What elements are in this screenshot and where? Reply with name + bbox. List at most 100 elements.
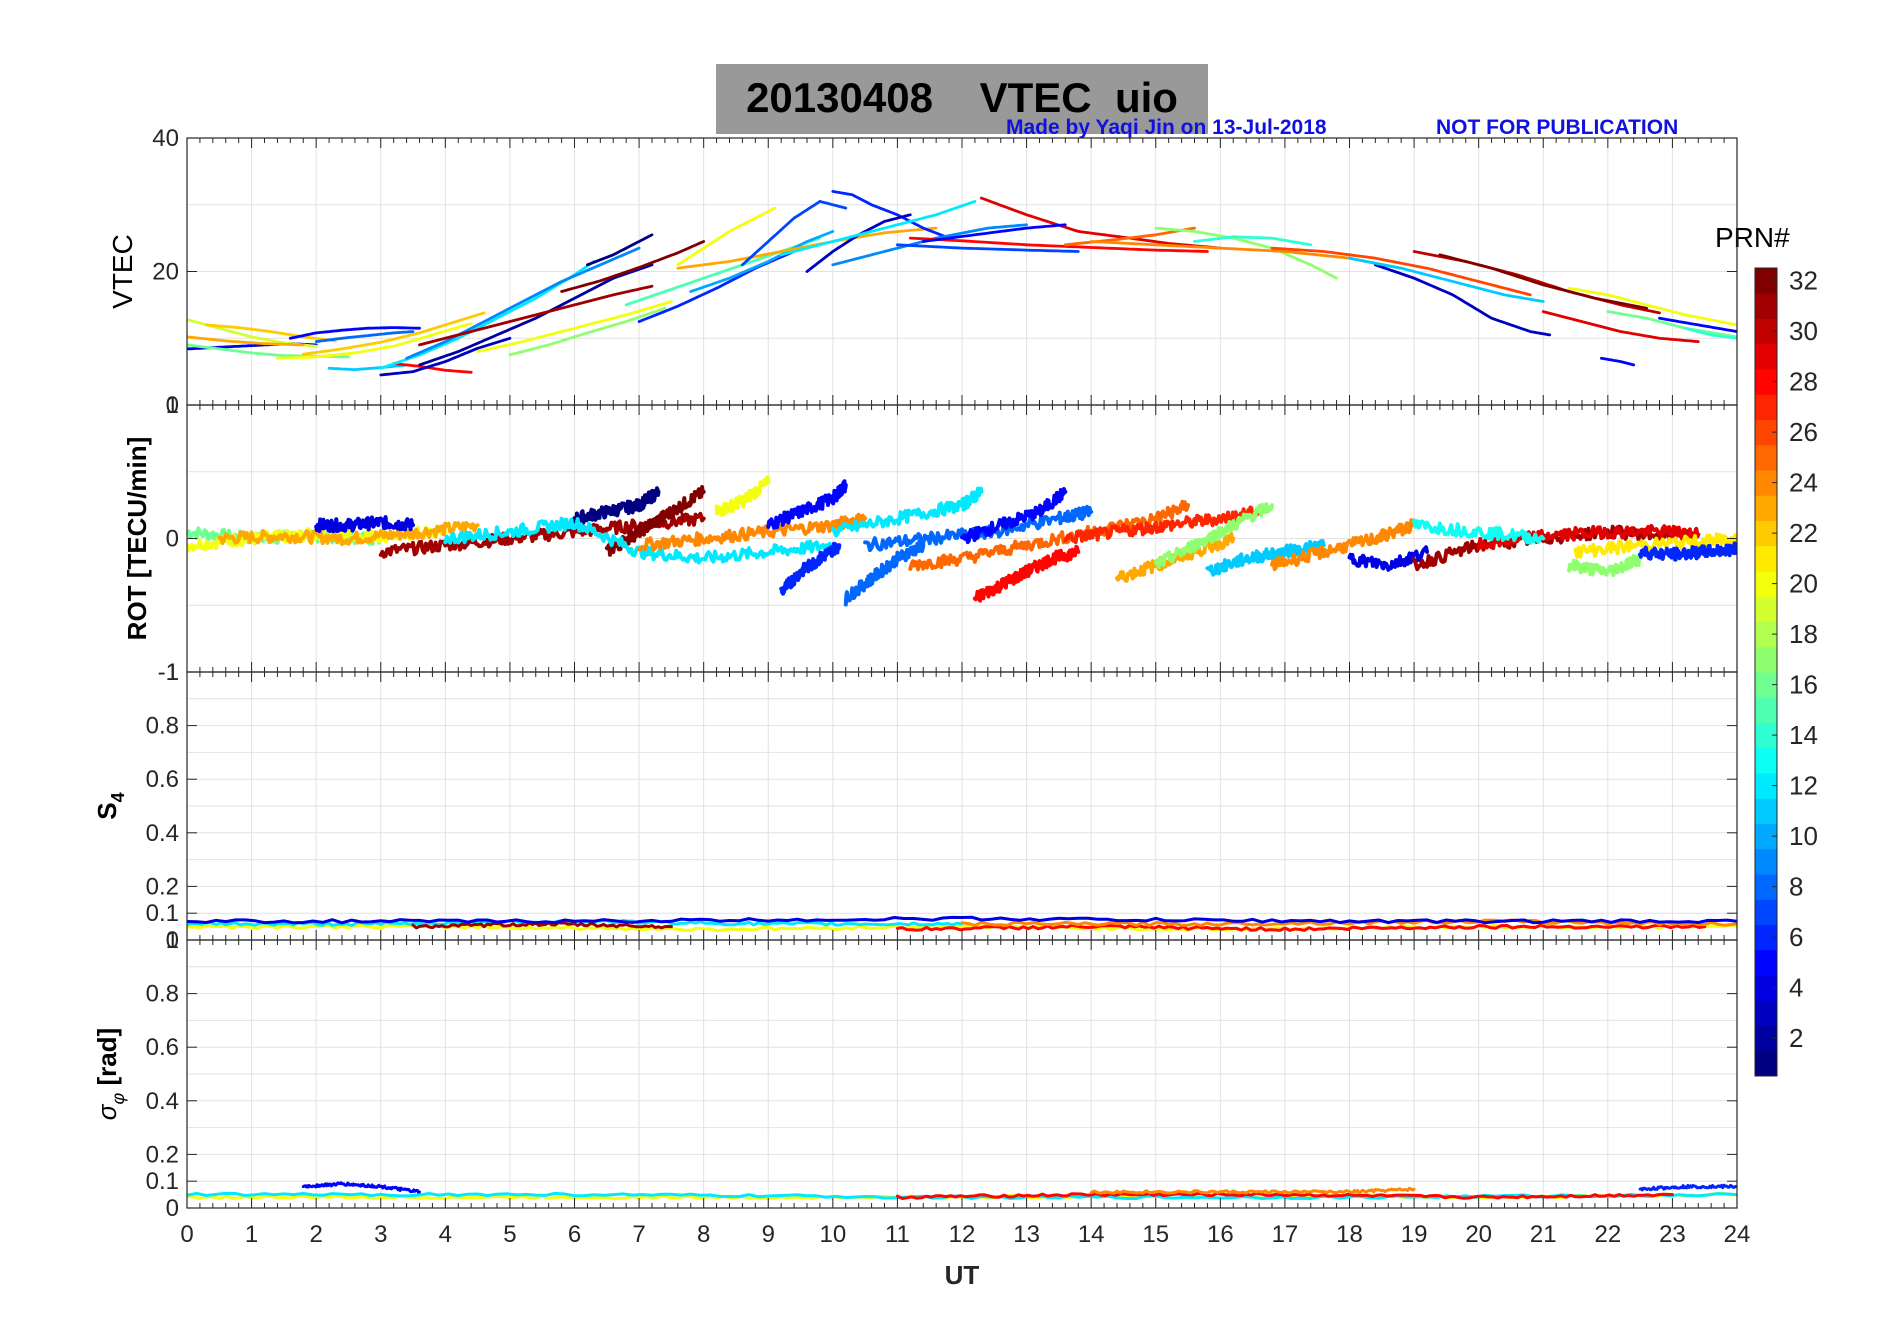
series-group: [187, 475, 1737, 607]
y-axis-label: ROT [TECU/min]: [122, 437, 152, 641]
colorbar-swatch: [1755, 646, 1777, 673]
y-tick-label: 0.8: [146, 713, 179, 740]
colorbar-swatch: [1755, 1025, 1777, 1052]
series-prn-12: [779, 199, 977, 257]
colorbar-swatch: [1755, 444, 1777, 471]
colorbar-swatch: [1755, 823, 1777, 850]
x-tick-label: 9: [762, 1221, 775, 1248]
y-tick-label: 0.1: [146, 900, 179, 927]
y-tick-label: 0.2: [146, 873, 179, 900]
series-prn-5: [921, 223, 1067, 243]
y-tick-label: 0: [166, 526, 179, 553]
x-tick-label: 17: [1272, 1221, 1299, 1248]
y-tick-label: 0.4: [146, 1088, 179, 1115]
x-tick-label: 0: [180, 1221, 193, 1248]
colorbar-swatch: [1755, 975, 1777, 1001]
colorbar-tick-label: 4: [1789, 973, 1803, 1003]
colorbar-tick-label: 28: [1789, 367, 1818, 397]
x-tick-label: 19: [1401, 1221, 1428, 1248]
colorbar-swatch: [1755, 520, 1777, 547]
series-group: [187, 189, 1737, 377]
series-prn-7: [896, 243, 1080, 253]
colorbar-swatch: [1755, 419, 1777, 446]
series-prn-6: [1638, 1183, 1737, 1192]
colorbar-swatch: [1755, 697, 1777, 723]
colorbar-tick-label: 30: [1789, 316, 1818, 346]
colorbar-tick-label: 10: [1789, 821, 1818, 851]
x-tick-label: 14: [1078, 1221, 1105, 1248]
colorbar-tick-label: 16: [1789, 670, 1818, 700]
x-tick-label: 22: [1594, 1221, 1621, 1248]
series-prn-23: [187, 335, 305, 347]
x-tick-label: 4: [439, 1221, 452, 1248]
y-tick-label: 1: [166, 659, 179, 686]
series-prn-3: [1373, 263, 1552, 337]
x-tick-label: 2: [309, 1221, 322, 1248]
series-prn-17: [508, 306, 667, 357]
x-tick-label: 12: [949, 1221, 976, 1248]
series-prn-28: [895, 1191, 1674, 1200]
series-prn-14: [1193, 235, 1313, 247]
series-prn-24: [960, 918, 1737, 927]
colorbar-swatch: [1755, 369, 1777, 395]
series-prn-2: [418, 263, 654, 367]
colorbar-swatch: [1755, 343, 1777, 370]
colorbar-title: PRN#: [1715, 222, 1790, 253]
series-prn-6: [779, 541, 842, 596]
colorbar-swatch: [1755, 924, 1777, 951]
y-tick-label: 0: [166, 1195, 179, 1222]
colorbar-tick-label: 24: [1789, 468, 1818, 498]
series-prn-5: [301, 1181, 421, 1194]
colorbar-swatch: [1755, 874, 1777, 900]
series-prn-17: [1567, 553, 1643, 577]
series-prn-4: [314, 515, 415, 534]
x-tick-label: 15: [1142, 1221, 1169, 1248]
panel-vtec: 0 20 40 VTEC: [107, 125, 1738, 419]
y-tick-label: -1: [158, 659, 179, 686]
series-prn-31: [411, 921, 673, 930]
colorbar-swatch: [1755, 318, 1777, 345]
x-axis-label: UT: [945, 1260, 980, 1290]
series-prn-6: [831, 189, 951, 240]
x-tick-label: 23: [1659, 1221, 1686, 1248]
colorbar-swatch: [1755, 949, 1777, 976]
series-prn-3: [379, 336, 512, 377]
y-tick-label: 1: [166, 392, 179, 419]
series-prn-11: [327, 363, 409, 372]
colorbar-tick-label: 8: [1789, 872, 1803, 902]
series-prn-29: [980, 196, 1222, 250]
y-tick-label: 1: [166, 927, 179, 954]
series-prn-14: [1683, 326, 1737, 340]
series-prn-5: [766, 479, 848, 530]
y-axis-label: VTEC: [107, 234, 138, 309]
series-prn-27: [1063, 505, 1262, 545]
series-prn-24: [1089, 1186, 1416, 1195]
series-prn-11: [1348, 256, 1545, 303]
series-prn-8: [314, 330, 415, 344]
series-prn-20: [476, 300, 673, 354]
series-prn-23: [217, 521, 480, 547]
y-tick-label: 20: [152, 259, 179, 286]
colorbar-swatch: [1755, 773, 1777, 799]
x-tick-label: 3: [374, 1221, 387, 1248]
series-prn-13: [1412, 518, 1546, 545]
colorbar-tick-label: 12: [1789, 771, 1818, 801]
colorbar-tick-label: 14: [1789, 720, 1818, 750]
series-prn-20: [275, 322, 473, 360]
x-tick-label: 13: [1013, 1221, 1040, 1248]
colorbar-swatch: [1755, 621, 1777, 648]
y-tick-label: 0: [166, 927, 179, 954]
colorbar-tick-label: 18: [1789, 619, 1818, 649]
panel-s4: 00.10.2 0.4 0.6 0.8 1 S4: [92, 659, 1738, 954]
x-tick-label: 10: [819, 1221, 846, 1248]
series-prn-28: [392, 362, 473, 374]
colorbar-tick-label: 26: [1789, 417, 1818, 447]
colorbar-swatch: [1755, 571, 1777, 597]
series-prn-12: [379, 260, 596, 370]
series-prn-25: [908, 499, 1190, 572]
publication-notice: NOT FOR PUBLICATION: [1436, 116, 1679, 139]
colorbar-swatch: [1755, 848, 1777, 875]
colorbar-tick-label: 20: [1789, 569, 1818, 599]
